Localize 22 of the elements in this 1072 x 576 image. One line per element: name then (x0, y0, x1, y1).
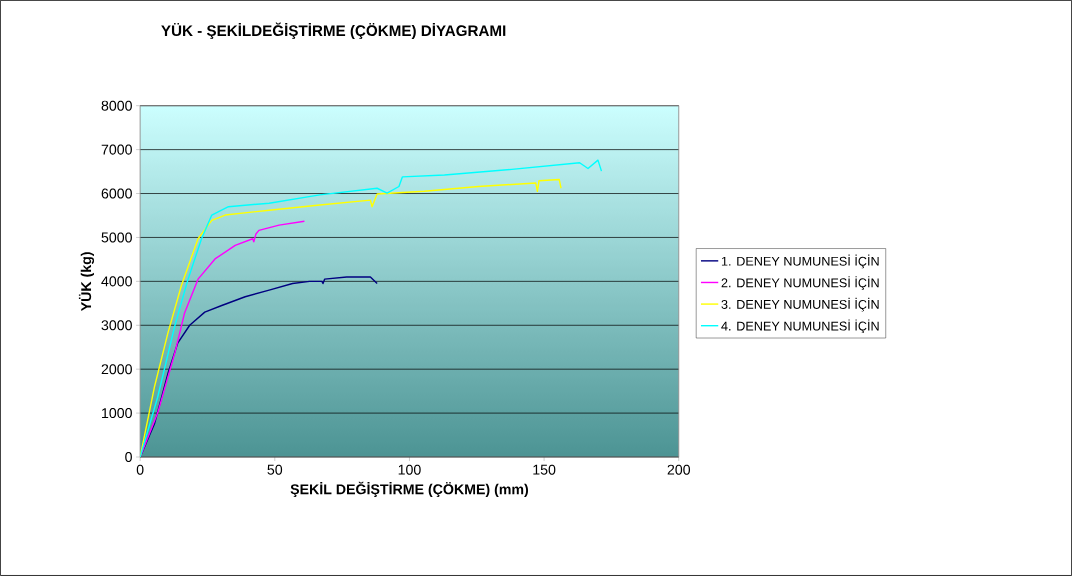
x-tick-label: 50 (267, 464, 283, 475)
y-tick-label: 5000 (101, 232, 132, 243)
y-tick-label: 1000 (102, 408, 132, 419)
x-tick-label: 150 (533, 464, 556, 475)
x-tick-label: 100 (398, 464, 421, 475)
legend-label: 4. DENEY NUMUNESİ İÇİN (721, 319, 879, 334)
legend-label: 1. DENEY NUMUNESİ İÇİN (721, 254, 879, 269)
x-tick-label: 0 (136, 464, 144, 475)
legend-label: 3. DENEY NUMUNESİ İÇİN (721, 297, 879, 312)
y-tick-label: 0 (125, 452, 132, 463)
x-axis-title: ŞEKİL DEĞİŞTİRME (ÇÖKME) (mm) (290, 481, 529, 498)
line-series (140, 276, 378, 458)
legend-label: 2. DENEY NUMUNESİ İÇİN (721, 276, 879, 290)
y-tick-label: 2000 (101, 364, 132, 375)
y-axis-title: YÜK (kg) (78, 252, 95, 312)
x-tick-label: 200 (667, 464, 691, 475)
y-tick-label: 3000 (101, 320, 132, 331)
y-tick-label: 6000 (101, 188, 132, 199)
y-tick-label: 8000 (101, 100, 132, 111)
y-tick-label: 7000 (101, 144, 132, 155)
y-tick-label: 4000 (101, 276, 132, 287)
chart-title: YÜK - ŞEKİLDEĞİŞTİRME (ÇÖKME) DİYAGRAMI (161, 22, 506, 40)
